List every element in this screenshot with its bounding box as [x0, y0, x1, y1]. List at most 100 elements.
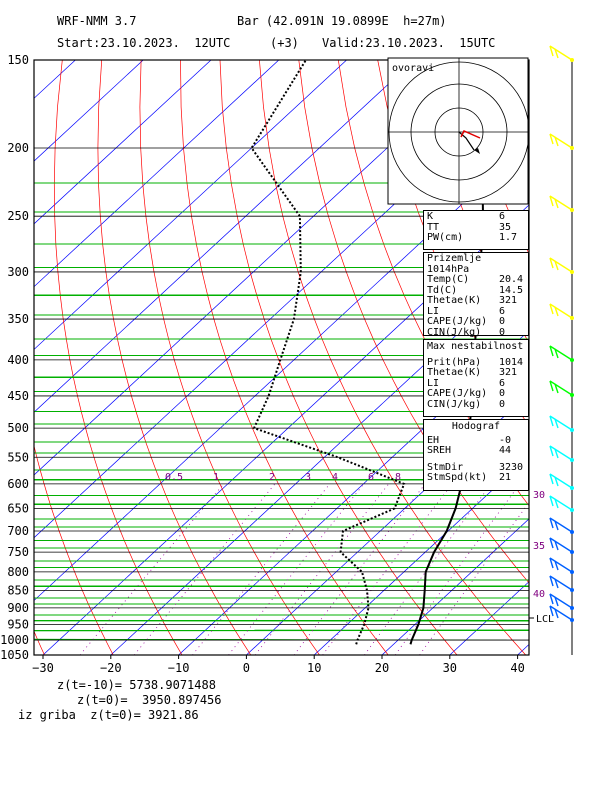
isotherm-line: [34, 60, 483, 476]
pressure-tick-label: 650: [7, 501, 29, 515]
wind-barb-flag: [549, 473, 554, 485]
sreh-label: SREH: [427, 445, 452, 456]
isotherm-line: [34, 60, 280, 288]
wind-barb-flag: [554, 198, 559, 209]
mixing-ratio-label: 6: [368, 472, 374, 483]
hodograph-trace: [458, 131, 475, 151]
wind-barb-flag: [549, 537, 554, 549]
footer-z-grib: iz griba z(t=0)= 3921.86: [18, 708, 199, 722]
mixing-ratio-label: 4: [332, 472, 338, 483]
wind-barb-flag: [549, 345, 554, 357]
wind-barb-flag: [554, 383, 559, 394]
isotherm-line: [34, 60, 212, 225]
max-li-value: 6: [499, 377, 506, 389]
mixing-ratio-line: [293, 483, 426, 655]
wind-barb-flag: [554, 448, 559, 459]
max-thetae-value: 321: [499, 367, 518, 378]
valid-time: Valid:23.10.2023. 15UTC: [322, 36, 496, 50]
wind-barb-shaft: [549, 45, 573, 61]
hodograph-title: ovoravi: [392, 63, 434, 74]
pressure-tick-label: 450: [7, 389, 29, 403]
theta-e-label: 30: [533, 490, 545, 501]
isotherm-line: [585, 60, 600, 655]
isotherm-line: [313, 455, 529, 655]
dry-adiabat-line: [97, 60, 251, 655]
eh-value: -0: [499, 434, 512, 446]
pressure-tick-label: 900: [7, 601, 29, 615]
wind-barb-shaft: [549, 380, 573, 396]
wind-barb-shaft: [549, 195, 573, 211]
wind-barb-shaft: [549, 133, 573, 149]
pressure-tick-label: 600: [7, 477, 29, 491]
theta-e-label: 40: [533, 589, 545, 600]
temp-tick-label: 40: [510, 661, 524, 675]
k-label: K: [427, 211, 434, 222]
surface-title: Prizemlje 1014hPa: [427, 253, 482, 275]
wind-barb-flag: [554, 476, 559, 487]
wind-barb-flag: [549, 380, 554, 392]
wind-barb-shaft: [549, 537, 573, 553]
wind-barb-flag: [549, 257, 554, 269]
wind-barb-flag: [549, 195, 554, 207]
wind-barb-shaft: [549, 445, 573, 461]
wind-barb-flag: [549, 133, 554, 145]
surface-li-value: 6: [499, 305, 506, 317]
pressure-tick-label: 850: [7, 583, 29, 597]
mixing-ratio-label: 2: [269, 472, 275, 483]
wind-barb-flag: [549, 605, 554, 617]
wind-barb-flag: [549, 45, 554, 57]
wind-barb-flag: [549, 517, 554, 529]
wind-barb-flag: [554, 520, 559, 531]
pressure-tick-label: 750: [7, 545, 29, 559]
surface-thetae-value: 321: [499, 295, 518, 306]
max-cape-label: CAPE(J/kg): [427, 388, 488, 399]
mixing-ratio-label: 8: [395, 472, 401, 483]
max-instability-box: Max nestabilnost Prit(hPa) 1014 Thetae(K)…: [423, 339, 529, 417]
model-title: WRF-NMM 3.7: [57, 14, 137, 28]
wind-barb-flag: [549, 593, 554, 605]
wind-barb-shaft: [549, 517, 573, 533]
temp-tick-label: 10: [307, 661, 321, 675]
mixing-ratio-line: [228, 483, 365, 655]
mixing-ratio-line: [394, 483, 521, 655]
start-time: Start:23.10.2023. 12UTC: [57, 36, 231, 50]
pressure-tick-label: 200: [7, 141, 29, 155]
wind-barb-shaft: [549, 345, 573, 361]
wind-barb-flag: [549, 303, 554, 315]
isotherm-line: [381, 518, 529, 655]
dry-adiabat-line: [139, 60, 320, 655]
wind-barb-flag: [549, 445, 554, 457]
pressure-tick-label: 800: [7, 565, 29, 579]
stmdir-label: StmDir: [427, 461, 464, 473]
temp-tick-label: 20: [375, 661, 389, 675]
wind-barb-shaft: [549, 303, 573, 319]
wind-barb-flag: [554, 48, 559, 59]
pressure-tick-label: 300: [7, 265, 29, 279]
temp-tick-label: 0: [243, 661, 250, 675]
tt-label: TT: [427, 221, 440, 233]
wind-barb-flag: [554, 560, 559, 571]
isotherm-line: [34, 60, 144, 162]
wind-barb-flag: [549, 557, 554, 569]
wind-barb-flag: [554, 260, 559, 271]
hodograph-low-level-trace: [460, 130, 481, 139]
stmspd-label: StmSpd(kt): [427, 472, 488, 483]
max-cin-value: 0: [499, 398, 506, 410]
pressure-tick-label: 150: [7, 53, 29, 67]
pressure-tick-label: 500: [7, 421, 29, 435]
wind-barb-shaft: [549, 605, 573, 621]
lcl-label: LCL: [536, 614, 554, 625]
wind-barb-shaft: [549, 495, 573, 511]
max-cin-label: CIN(J/kg): [427, 398, 482, 410]
wind-barb-shaft: [549, 557, 573, 573]
footer-z-zero: z(t=0)= 3950.897456: [77, 693, 222, 707]
pw-value: 1.7: [499, 232, 518, 243]
pressure-tick-label: 700: [7, 524, 29, 538]
pressure-tick-label: 550: [7, 450, 29, 464]
stmdir-value: 3230: [499, 461, 524, 473]
max-prit-value: 1014: [499, 356, 524, 368]
isotherm-line: [34, 60, 347, 350]
hodograf-title: Hodograf: [451, 421, 501, 432]
temp-tick-label: −10: [168, 661, 190, 675]
surface-box: Prizemlje 1014hPa Temp(C) 20.4 Td(C) 14.5 …: [423, 252, 529, 337]
